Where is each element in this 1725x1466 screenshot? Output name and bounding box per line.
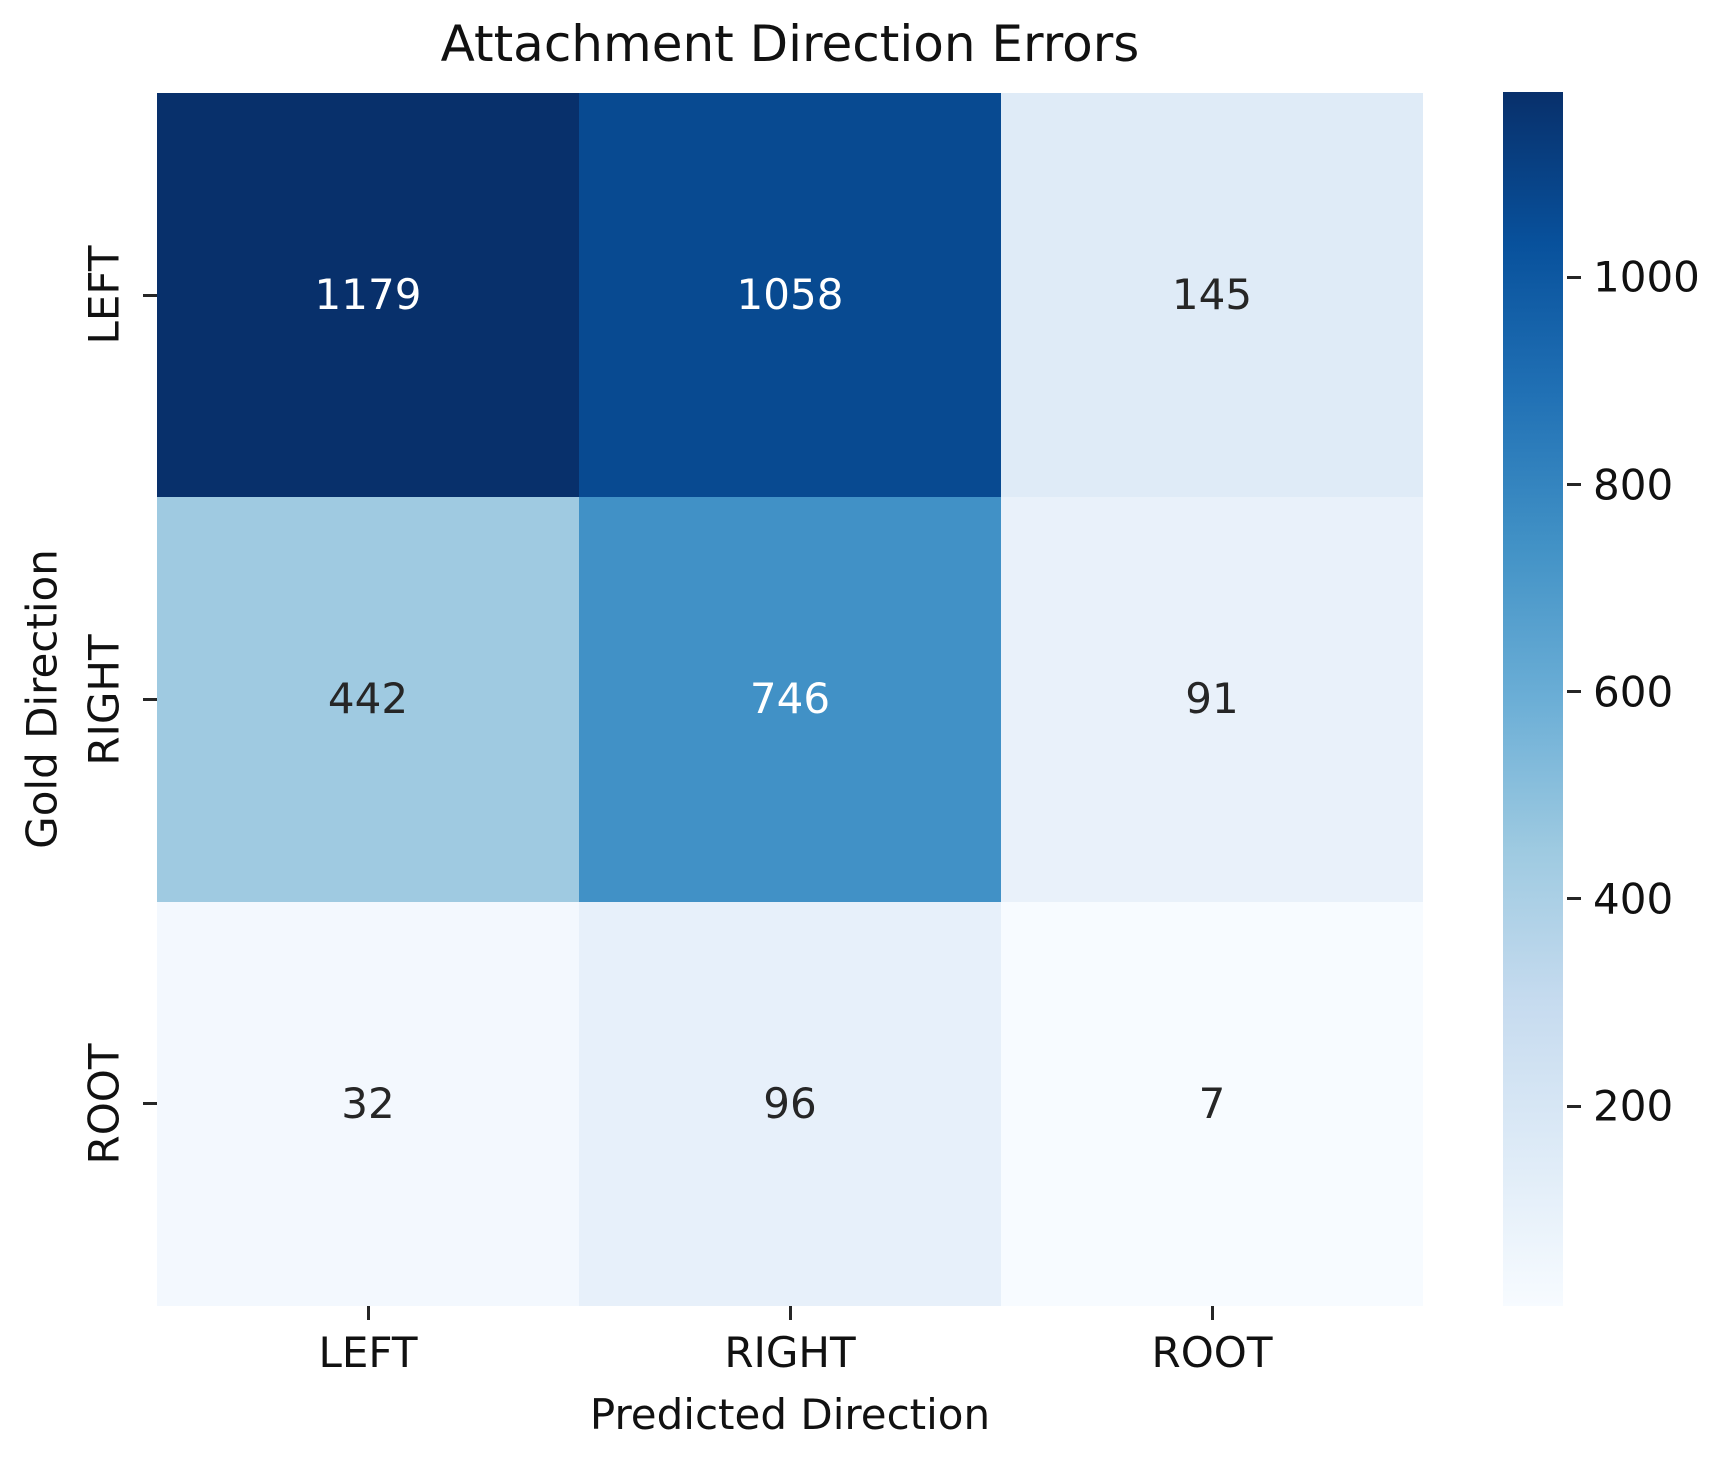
cell-value: 1058	[736, 270, 844, 320]
cell-value: 7	[1198, 1078, 1226, 1128]
colorbar-tick-label-200: 200	[1593, 1081, 1674, 1131]
chart-title: Attachment Direction Errors	[440, 15, 1140, 73]
cell-value: 746	[749, 674, 831, 724]
cell-value: 1179	[314, 270, 422, 320]
heatmap-grid: 1179 1058 145 442 746 91 32 96 7	[157, 93, 1423, 1306]
heatmap-cell-root-root: 7	[1001, 901, 1423, 1306]
colorbar-tick-mark	[1567, 483, 1581, 487]
x-tick-mark	[1210, 1306, 1214, 1320]
colorbar-gradient	[1503, 92, 1563, 1306]
colorbar-tick-label-800: 800	[1593, 460, 1674, 510]
cell-value: 145	[1171, 270, 1253, 320]
heatmap-cell-right-root: 91	[1001, 497, 1423, 902]
cell-value: 91	[1185, 674, 1239, 724]
x-tick-mark	[788, 1306, 792, 1320]
colorbar-tick-mark	[1567, 275, 1581, 279]
heatmap-cell-root-right: 96	[579, 901, 1001, 1306]
y-tick-label-left: LEFT	[79, 245, 129, 345]
heatmap-cell-left-root: 145	[1001, 93, 1423, 498]
x-tick-label-root: ROOT	[1151, 1328, 1273, 1377]
colorbar-tick-mark	[1567, 690, 1581, 694]
x-tick-label-right: RIGHT	[724, 1328, 856, 1377]
y-tick-mark	[143, 698, 157, 701]
y-tick-label-right: RIGHT	[79, 633, 129, 766]
y-tick-label-root: ROOT	[79, 1043, 129, 1165]
y-axis-label: Gold Direction	[17, 549, 67, 849]
colorbar-tick-label-1000: 1000	[1593, 252, 1700, 302]
cell-value: 442	[327, 674, 409, 724]
y-tick-mark	[143, 293, 157, 297]
colorbar-tick-label-600: 600	[1593, 667, 1674, 717]
cell-value: 96	[763, 1078, 817, 1128]
colorbar-tick-mark	[1567, 897, 1581, 901]
colorbar-tick-mark	[1567, 1104, 1581, 1108]
colorbar-tick-label-400: 400	[1593, 874, 1674, 924]
x-tick-mark	[366, 1306, 370, 1320]
heatmap-cell-right-right: 746	[579, 497, 1001, 902]
heatmap-cell-left-left: 1179	[157, 93, 579, 498]
cell-value: 32	[341, 1078, 395, 1128]
x-tick-label-left: LEFT	[318, 1328, 418, 1377]
y-tick-mark	[143, 1102, 157, 1106]
heatmap-cell-root-left: 32	[157, 901, 579, 1306]
x-axis-label: Predicted Direction	[589, 1390, 991, 1439]
heatmap-cell-right-left: 442	[157, 497, 579, 902]
heatmap-cell-left-right: 1058	[579, 93, 1001, 498]
